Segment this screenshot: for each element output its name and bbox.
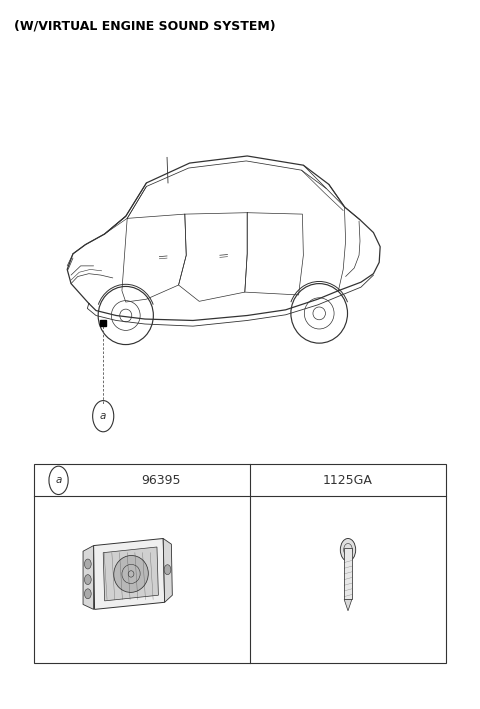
Polygon shape bbox=[103, 547, 158, 601]
Text: 1125GA: 1125GA bbox=[323, 474, 373, 487]
Text: (W/VIRTUAL ENGINE SOUND SYSTEM): (W/VIRTUAL ENGINE SOUND SYSTEM) bbox=[14, 20, 276, 33]
Bar bbox=[344, 549, 352, 600]
Ellipse shape bbox=[114, 555, 148, 593]
Circle shape bbox=[84, 559, 91, 569]
Polygon shape bbox=[163, 539, 172, 603]
Text: 96395: 96395 bbox=[141, 474, 180, 487]
Circle shape bbox=[340, 539, 356, 562]
Circle shape bbox=[84, 574, 91, 584]
Text: a: a bbox=[55, 475, 62, 486]
Bar bbox=[34, 464, 446, 663]
Text: a: a bbox=[100, 411, 107, 421]
Circle shape bbox=[164, 564, 171, 574]
Polygon shape bbox=[94, 539, 165, 610]
Circle shape bbox=[84, 588, 91, 598]
Polygon shape bbox=[344, 600, 352, 610]
Polygon shape bbox=[83, 546, 94, 610]
